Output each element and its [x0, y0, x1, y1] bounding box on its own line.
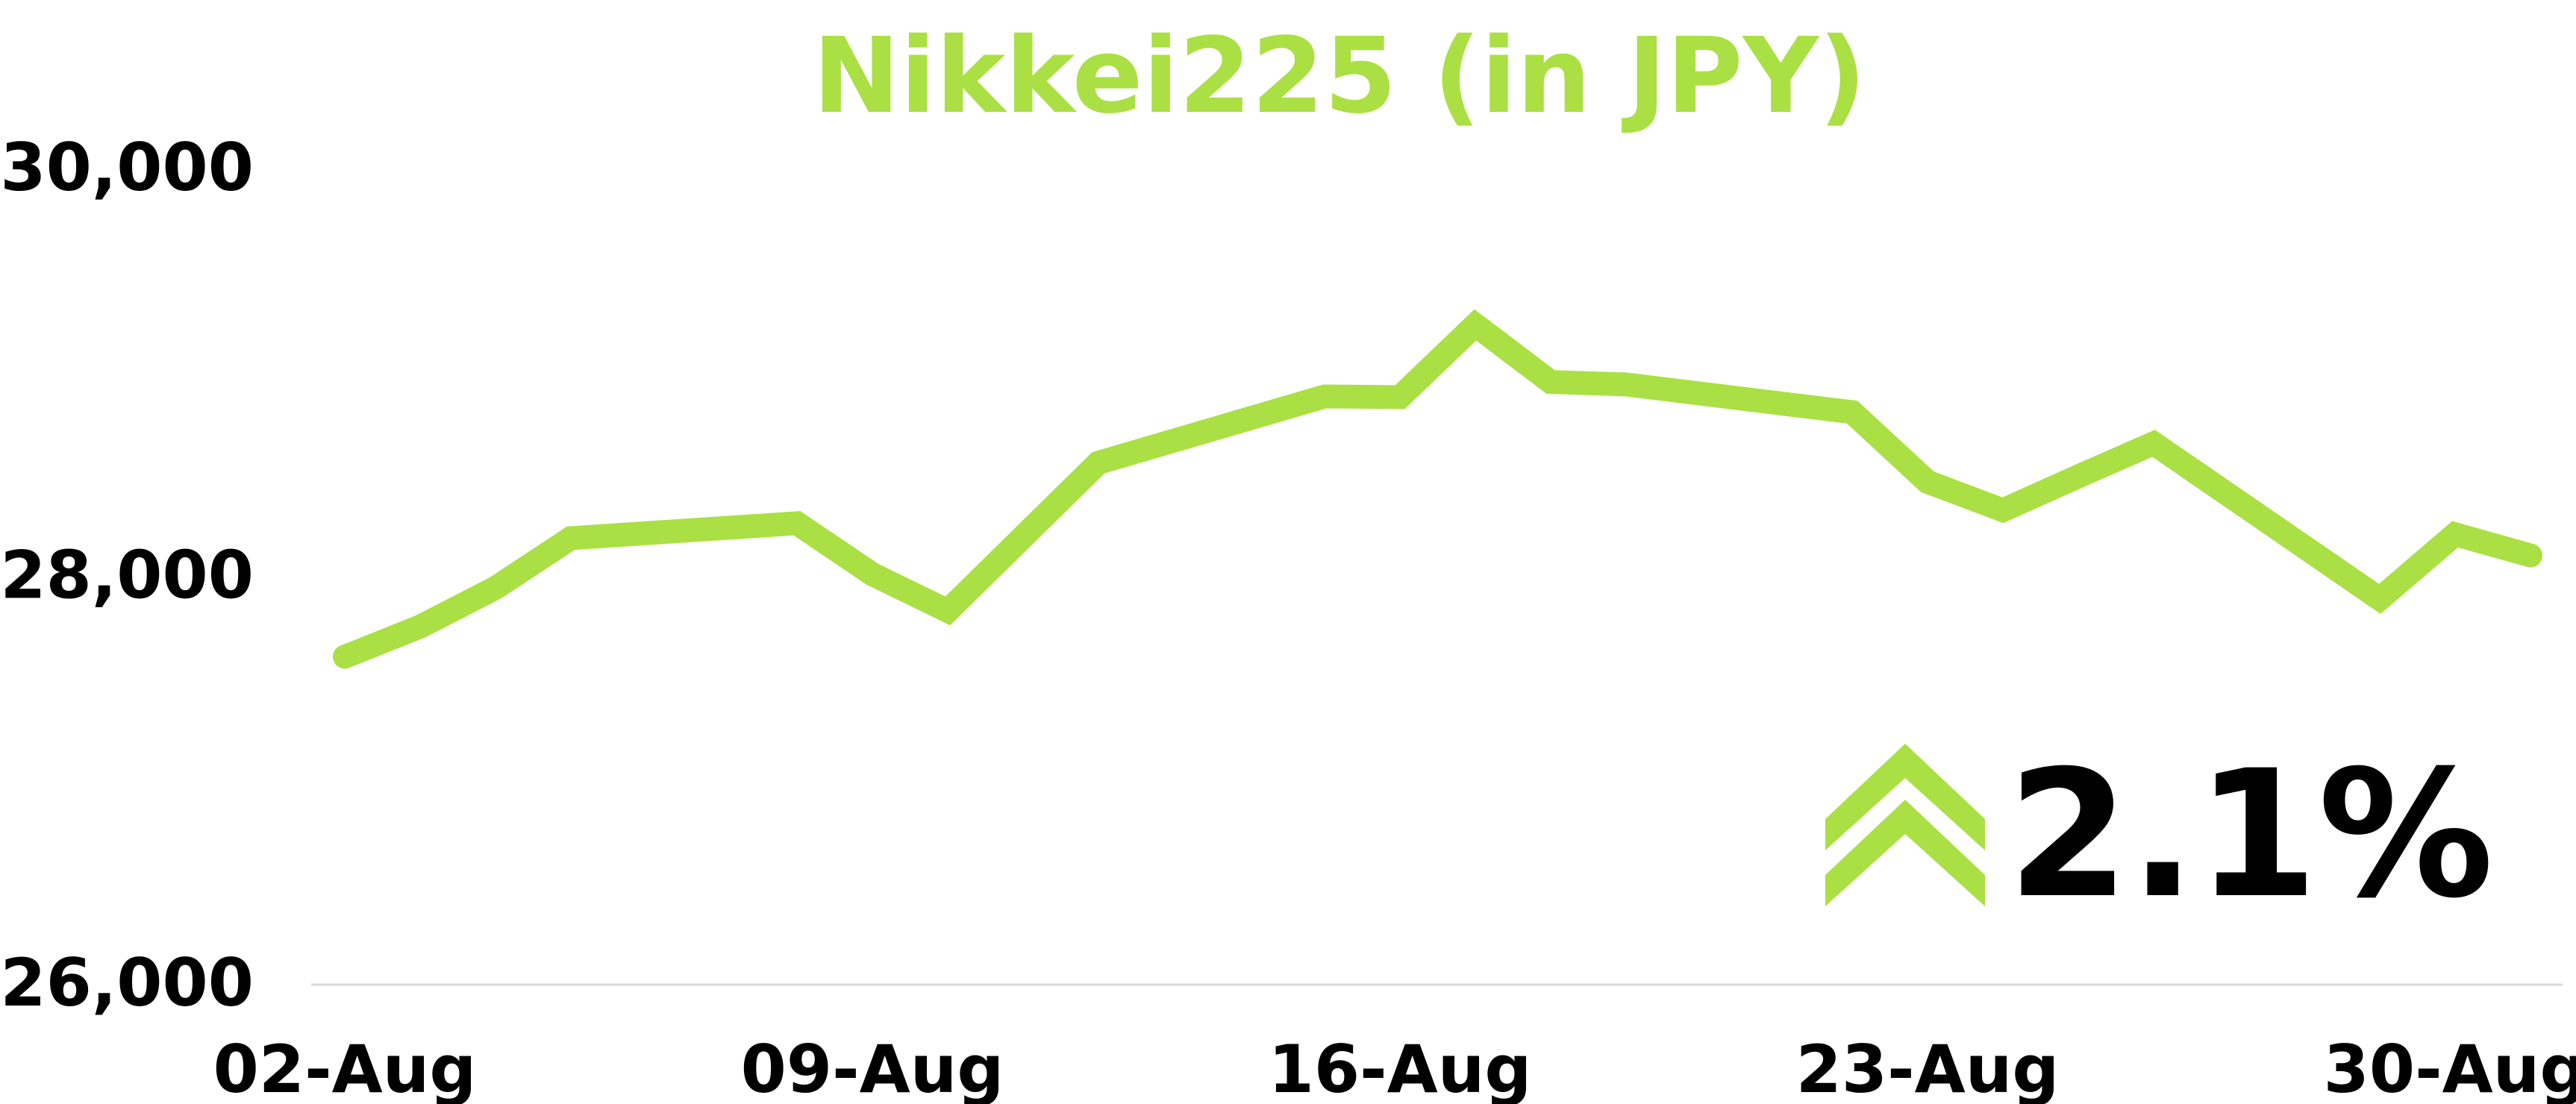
x-tick-label: 09-Aug: [741, 1031, 1004, 1104]
chevron: [1825, 800, 1985, 906]
x-tick-label: 30-Aug: [2324, 1031, 2576, 1104]
y-tick-label: 28,000: [0, 537, 254, 614]
x-tick-label: 23-Aug: [1796, 1031, 2060, 1104]
annotation: 2.1%: [2007, 733, 2494, 937]
data-line: [333, 309, 2542, 669]
x-tick-label: 16-Aug: [1269, 1031, 1532, 1104]
up-arrow-icon: [1825, 744, 1985, 906]
chevron: [1825, 744, 1985, 850]
y-tick-label: 30,000: [0, 129, 254, 206]
chart-title: Nikkei225 (in JPY): [813, 16, 1866, 137]
y-tick-label: 26,000: [0, 944, 254, 1021]
x-tick-label: 02-Aug: [213, 1031, 477, 1104]
